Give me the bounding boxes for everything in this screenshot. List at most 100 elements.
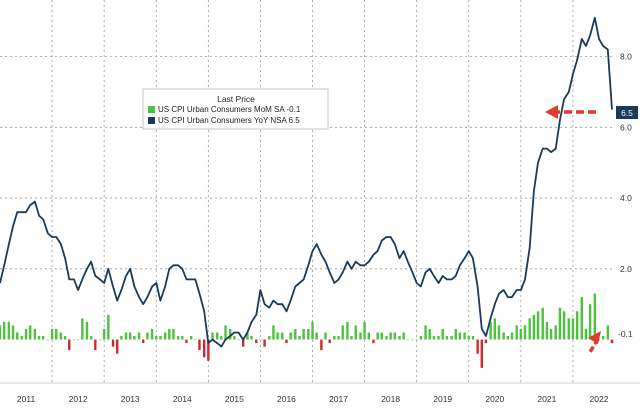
- mom-bar: [363, 321, 366, 340]
- mom-bar: [315, 332, 318, 340]
- mom-bar: [46, 339, 50, 341]
- x-tick-label: 2013: [121, 394, 140, 404]
- mom-bar: [237, 339, 240, 341]
- mom-last-label: -0.1: [618, 329, 633, 339]
- mom-bar: [0, 325, 2, 340]
- mom-bar: [502, 332, 505, 340]
- mom-bar: [601, 336, 605, 340]
- annotations: [545, 105, 601, 353]
- mom-bar: [216, 332, 219, 340]
- mom-bar: [146, 332, 149, 340]
- mom-bar: [393, 332, 396, 340]
- x-tick-label: 2014: [173, 394, 192, 404]
- mom-bar: [497, 325, 501, 340]
- mom-bar: [354, 325, 357, 340]
- mom-bar: [37, 336, 41, 340]
- mom-bar: [24, 328, 28, 340]
- mom-bar: [281, 332, 284, 340]
- mom-bar: [424, 325, 427, 340]
- mom-bar: [541, 307, 544, 340]
- mom-bar: [480, 339, 483, 368]
- mom-bar: [519, 328, 523, 340]
- mom-bar: [133, 336, 136, 340]
- mom-bar: [562, 311, 566, 340]
- mom-bar: [220, 336, 223, 340]
- mom-bar: [515, 325, 518, 340]
- mom-bar: [289, 332, 292, 340]
- mom-bar: [567, 318, 570, 340]
- mom-bar: [20, 336, 24, 340]
- mom-bar: [129, 332, 132, 340]
- mom-bar: [150, 328, 154, 340]
- mom-bar: [255, 339, 258, 344]
- yoy-last-label: 6.5: [621, 108, 633, 118]
- mom-bar: [389, 332, 392, 340]
- mom-bar: [189, 336, 193, 340]
- mom-bar: [419, 336, 423, 340]
- mom-bar: [89, 336, 93, 340]
- mom-bar: [11, 325, 15, 340]
- legend: Last Price US CPI Urban Consumers MoM SA…: [142, 88, 329, 130]
- mom-bar: [333, 336, 336, 340]
- axes: 8.0 6.0 4.0 2.0 2011 2012 2013 2014 2015 2016 2017…: [0, 52, 640, 404]
- mom-bar: [59, 332, 63, 340]
- mom-bar: [111, 339, 115, 347]
- mom-bar: [33, 328, 37, 340]
- mom-bar: [558, 307, 562, 340]
- mom-bar: [545, 321, 549, 340]
- mom-bar: [441, 328, 444, 340]
- mom-bar: [68, 339, 71, 351]
- mom-bar: [432, 336, 436, 340]
- mom-bar: [346, 321, 349, 340]
- mom-bar: [428, 328, 431, 340]
- mom-bar: [98, 339, 102, 341]
- mom-bar: [493, 318, 497, 340]
- mom-bar: [411, 339, 414, 341]
- mom-bar: [450, 336, 453, 340]
- x-tick-label: 2017: [329, 394, 348, 404]
- mom-bar: [211, 332, 214, 340]
- mom-bar: [328, 339, 331, 344]
- mom-bar: [588, 304, 592, 340]
- mom-bar: [176, 336, 180, 340]
- mom-bar: [115, 339, 119, 354]
- mom-bar: [324, 332, 327, 340]
- mom-bar: [510, 332, 514, 340]
- legend-mom-swatch: [148, 106, 155, 113]
- mom-bar: [554, 325, 557, 340]
- mom-bar: [302, 328, 305, 340]
- mom-bar: [471, 336, 475, 340]
- mom-bar: [107, 314, 110, 340]
- mom-bar: [467, 336, 470, 340]
- mom-bar: [385, 336, 388, 340]
- mom-bar: [29, 325, 32, 340]
- mom-bar: [259, 339, 262, 341]
- mom-bar: [72, 339, 76, 341]
- yoy-line: [0, 16, 613, 348]
- last-price-labels: 6.5 -0.1: [616, 106, 638, 339]
- mom-bar: [229, 328, 232, 340]
- mom-bar: [168, 328, 171, 340]
- mom-bar: [506, 336, 510, 340]
- mom-bar: [528, 318, 531, 340]
- mom-bar: [242, 339, 245, 347]
- mom-bar: [250, 336, 253, 340]
- mom-bar: [185, 339, 188, 344]
- mom-bar: [15, 332, 19, 340]
- mom-bar: [606, 325, 610, 340]
- mom-bar: [233, 336, 236, 340]
- mom-bar: [484, 339, 488, 344]
- mom-bar: [337, 336, 340, 340]
- x-tick-label: 2016: [277, 394, 296, 404]
- mom-arrow-head: [588, 331, 601, 344]
- mom-bar: [137, 332, 141, 340]
- mom-bar-series: [0, 293, 614, 368]
- x-tick-label: 2021: [537, 394, 556, 404]
- mom-bar: [155, 336, 158, 340]
- mom-bar: [50, 328, 54, 340]
- mom-bar: [367, 332, 370, 340]
- mom-bar: [207, 339, 210, 361]
- mom-bar: [7, 321, 11, 340]
- yoy-line-series: [0, 16, 613, 348]
- mom-bar: [63, 336, 67, 340]
